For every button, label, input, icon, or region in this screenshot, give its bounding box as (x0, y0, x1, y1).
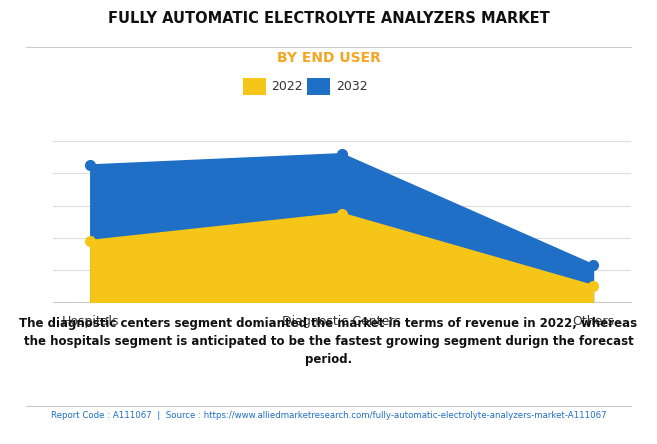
Text: FULLY AUTOMATIC ELECTROLYTE ANALYZERS MARKET: FULLY AUTOMATIC ELECTROLYTE ANALYZERS MA… (108, 11, 549, 26)
Text: BY END USER: BY END USER (277, 51, 380, 65)
Text: 2032: 2032 (336, 80, 367, 93)
Text: Report Code : A111067  |  Source : https://www.alliedmarketresearch.com/fully-au: Report Code : A111067 | Source : https:/… (51, 411, 606, 420)
Text: 2022: 2022 (271, 80, 303, 93)
Text: The diagnostic centers segment domianted the market in terms of revenue in 2022,: The diagnostic centers segment domianted… (20, 317, 637, 366)
